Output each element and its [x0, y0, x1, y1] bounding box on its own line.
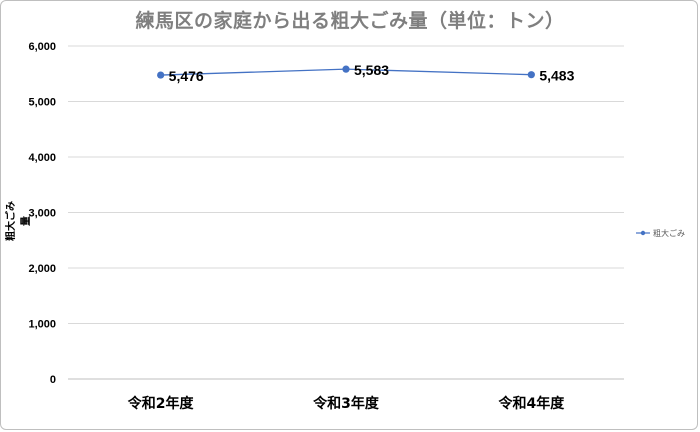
y-tick-label: 2,000	[28, 263, 56, 275]
x-tick-label: 令和4年度	[497, 395, 565, 412]
data-point	[157, 71, 165, 79]
legend-label: 粗大ごみ	[653, 228, 685, 238]
data-label: 5,583	[354, 62, 389, 78]
x-tick-labels: 令和2年度 令和3年度 令和4年度	[127, 395, 565, 412]
y-tick-label: 3,000	[28, 208, 56, 220]
legend-line-icon	[636, 230, 650, 236]
data-label: 5,476	[169, 68, 204, 84]
series-group: 5,476 5,583 5,483	[157, 62, 575, 84]
gridlines	[68, 45, 624, 380]
y-tick-label: 6,000	[28, 41, 56, 53]
y-tick-label: 0	[50, 374, 56, 386]
x-tick-label: 令和2年度	[127, 395, 195, 412]
y-tick-labels: 0 1,000 2,000 3,000 4,000 5,000 6,000	[28, 41, 56, 386]
x-tick-label: 令和3年度	[312, 395, 380, 412]
legend: 粗大ごみ	[636, 226, 685, 240]
data-point	[342, 65, 350, 73]
data-label: 5,483	[539, 68, 574, 84]
data-point	[527, 71, 535, 79]
y-tick-label: 4,000	[28, 152, 56, 164]
y-tick-label: 1,000	[28, 319, 56, 331]
chart-title: 練馬区の家庭から出る粗大ごみ量（単位：トン）	[135, 10, 565, 32]
y-tick-label: 5,000	[28, 97, 56, 109]
